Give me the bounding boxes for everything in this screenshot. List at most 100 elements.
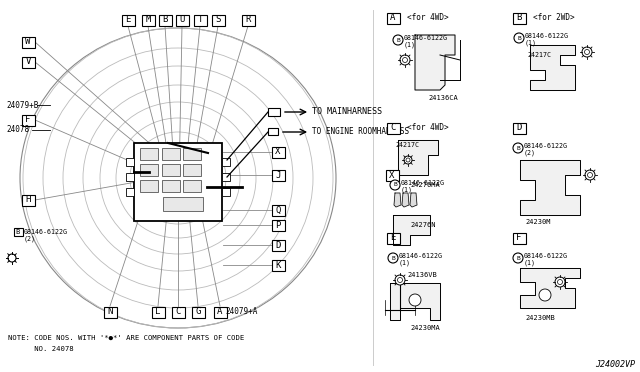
Text: B: B xyxy=(391,256,395,260)
FancyBboxPatch shape xyxy=(104,307,116,317)
FancyBboxPatch shape xyxy=(22,195,35,205)
FancyBboxPatch shape xyxy=(271,219,285,231)
FancyBboxPatch shape xyxy=(141,15,154,26)
Text: G: G xyxy=(195,308,201,317)
FancyBboxPatch shape xyxy=(513,13,525,23)
Circle shape xyxy=(393,35,403,45)
FancyBboxPatch shape xyxy=(126,158,134,166)
Text: 08146-6122G: 08146-6122G xyxy=(404,35,448,41)
Text: 24230MB: 24230MB xyxy=(525,315,555,321)
Text: (2): (2) xyxy=(24,236,36,242)
Circle shape xyxy=(513,143,523,153)
Polygon shape xyxy=(520,160,580,215)
Polygon shape xyxy=(415,35,455,90)
FancyBboxPatch shape xyxy=(222,188,230,196)
Text: 24079+A: 24079+A xyxy=(225,308,257,317)
FancyBboxPatch shape xyxy=(387,122,399,134)
Text: (1): (1) xyxy=(401,187,413,193)
Text: 24276MA: 24276MA xyxy=(410,182,440,188)
FancyBboxPatch shape xyxy=(122,15,134,26)
Text: 24217C: 24217C xyxy=(527,52,551,58)
Text: V: V xyxy=(26,58,31,67)
FancyBboxPatch shape xyxy=(126,188,134,196)
Text: (1): (1) xyxy=(399,260,411,266)
Text: B: B xyxy=(516,256,520,260)
Circle shape xyxy=(539,289,551,301)
Text: B: B xyxy=(396,38,400,42)
FancyBboxPatch shape xyxy=(241,15,255,26)
Text: D: D xyxy=(275,241,281,250)
FancyBboxPatch shape xyxy=(140,164,158,176)
Text: X: X xyxy=(389,170,395,180)
Polygon shape xyxy=(402,193,409,207)
FancyBboxPatch shape xyxy=(183,180,201,192)
Circle shape xyxy=(395,275,405,285)
Text: C: C xyxy=(175,308,180,317)
Text: NO. 24078: NO. 24078 xyxy=(8,346,74,352)
Text: P: P xyxy=(275,221,281,230)
Text: B: B xyxy=(516,13,522,22)
Text: 24079+B: 24079+B xyxy=(6,100,38,109)
Circle shape xyxy=(8,254,16,262)
Text: 08146-6122G: 08146-6122G xyxy=(24,229,68,235)
Text: TO MAINHARNESS: TO MAINHARNESS xyxy=(312,108,382,116)
FancyBboxPatch shape xyxy=(387,232,399,244)
FancyBboxPatch shape xyxy=(175,15,189,26)
Polygon shape xyxy=(530,45,575,90)
Text: J24002VP: J24002VP xyxy=(595,360,635,369)
Text: S: S xyxy=(215,16,221,25)
FancyBboxPatch shape xyxy=(134,143,222,221)
Circle shape xyxy=(390,180,400,190)
Text: A: A xyxy=(218,308,223,317)
FancyBboxPatch shape xyxy=(211,15,225,26)
Text: (1): (1) xyxy=(525,40,537,46)
Text: 24230MA: 24230MA xyxy=(410,325,440,331)
Circle shape xyxy=(582,47,592,57)
Text: (2): (2) xyxy=(524,150,536,156)
Text: <for 4WD>: <for 4WD> xyxy=(407,13,449,22)
Text: B: B xyxy=(163,16,168,25)
Text: B: B xyxy=(517,35,521,41)
FancyBboxPatch shape xyxy=(271,205,285,215)
Text: R: R xyxy=(245,16,251,25)
FancyBboxPatch shape xyxy=(183,164,201,176)
Text: <for 4WD>: <for 4WD> xyxy=(407,124,449,132)
FancyBboxPatch shape xyxy=(13,228,22,236)
Text: H: H xyxy=(26,196,31,205)
FancyBboxPatch shape xyxy=(513,232,525,244)
FancyBboxPatch shape xyxy=(513,122,525,134)
FancyBboxPatch shape xyxy=(268,108,280,116)
Polygon shape xyxy=(410,193,417,207)
Circle shape xyxy=(588,173,593,177)
Text: (1): (1) xyxy=(404,42,416,48)
Text: K: K xyxy=(275,260,281,269)
FancyBboxPatch shape xyxy=(22,36,35,48)
Text: B: B xyxy=(393,183,397,187)
FancyBboxPatch shape xyxy=(140,180,158,192)
Text: TO ENGINE ROOMHARNESS: TO ENGINE ROOMHARNESS xyxy=(312,128,409,137)
Circle shape xyxy=(409,294,421,306)
FancyBboxPatch shape xyxy=(222,173,230,181)
Circle shape xyxy=(555,277,565,287)
FancyBboxPatch shape xyxy=(152,307,164,317)
Text: L: L xyxy=(156,308,161,317)
FancyBboxPatch shape xyxy=(22,57,35,67)
FancyBboxPatch shape xyxy=(191,307,205,317)
Text: D: D xyxy=(516,124,522,132)
FancyBboxPatch shape xyxy=(214,307,227,317)
Text: E: E xyxy=(390,234,396,243)
Text: <for 2WD>: <for 2WD> xyxy=(533,13,575,22)
Text: 08146-6122G: 08146-6122G xyxy=(401,180,445,186)
Circle shape xyxy=(557,279,563,285)
Circle shape xyxy=(514,33,524,43)
Text: C: C xyxy=(390,124,396,132)
Circle shape xyxy=(400,55,410,65)
Text: A: A xyxy=(390,13,396,22)
Text: NOTE: CODE NOS. WITH '*●*' ARE COMPONENT PARTS OF CODE: NOTE: CODE NOS. WITH '*●*' ARE COMPONENT… xyxy=(8,335,244,341)
FancyBboxPatch shape xyxy=(22,115,35,125)
Text: 08146-6122G: 08146-6122G xyxy=(399,253,443,259)
Text: 24078: 24078 xyxy=(6,125,29,135)
FancyBboxPatch shape xyxy=(387,13,399,23)
Text: N: N xyxy=(108,308,113,317)
FancyBboxPatch shape xyxy=(385,170,399,180)
